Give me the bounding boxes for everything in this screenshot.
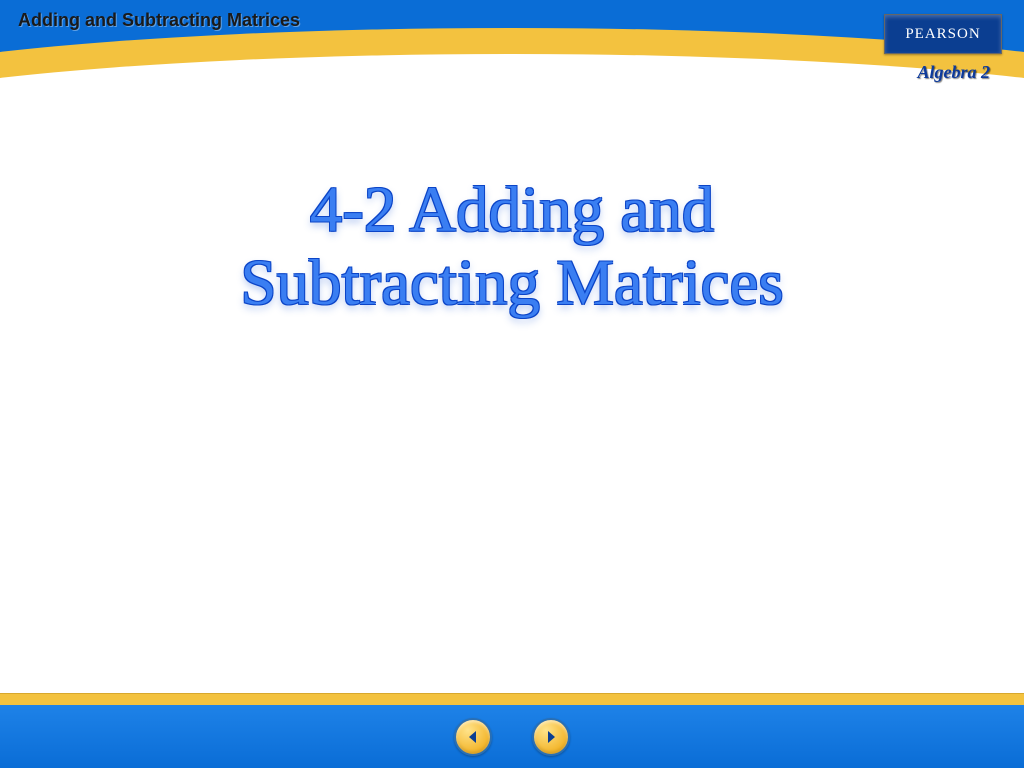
book-title: Algebra 2 — [917, 62, 990, 83]
slide-title-line2: Subtracting Matrices — [240, 247, 783, 319]
chevron-left-icon — [465, 729, 481, 745]
publisher-logo: PEARSON — [884, 14, 1002, 54]
lesson-title: Adding and Subtracting Matrices — [18, 10, 300, 31]
chevron-right-icon — [543, 729, 559, 745]
slide-title-line1: 4-2 Adding and — [310, 174, 714, 246]
prev-button[interactable] — [454, 718, 492, 756]
publisher-logo-text: PEARSON — [905, 26, 980, 43]
footer — [0, 693, 1024, 768]
next-button[interactable] — [532, 718, 570, 756]
slide-body: 4-2 Adding and Subtracting Matrices — [0, 102, 1024, 693]
footer-accent-strip — [0, 693, 1024, 705]
footer-nav-bar — [0, 705, 1024, 768]
header-bar: Adding and Subtracting Matrices PEARSON … — [0, 0, 1024, 102]
slide-title: 4-2 Adding and Subtracting Matrices — [240, 174, 783, 320]
